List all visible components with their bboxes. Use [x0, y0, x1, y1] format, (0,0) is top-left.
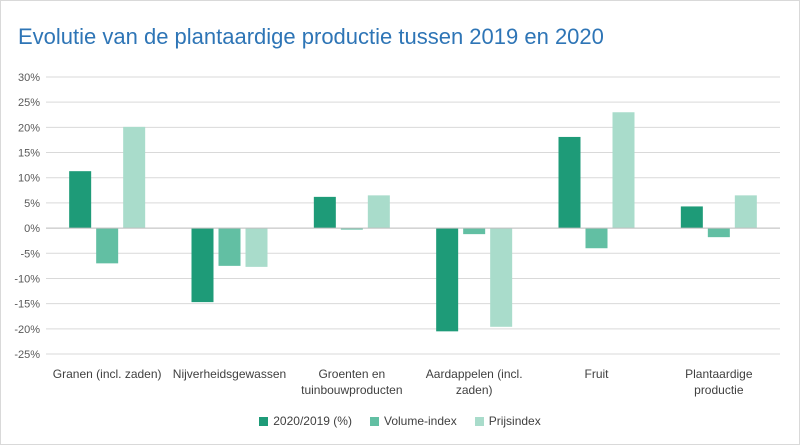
- gridlines: [46, 76, 780, 355]
- legend-item: Prijsindex: [474, 414, 541, 428]
- bar-1-cat-6: [680, 206, 703, 229]
- bar-1-cat-2: [191, 228, 214, 303]
- bar-3-cat-1: [123, 126, 146, 229]
- y-tick-label: -5%: [20, 248, 40, 260]
- y-tick-label: 30%: [18, 72, 40, 84]
- legend-swatch: [369, 416, 379, 426]
- bar-1-cat-3: [313, 196, 336, 229]
- legend-item: Volume-index: [369, 414, 457, 428]
- x-axis-labels: Granen (incl. zaden) Nijverheidsgewassen G…: [53, 367, 753, 397]
- legend: 2020/2019 (%) Volume-index Prijsindex: [0, 414, 800, 428]
- legend-item: 2020/2019 (%): [259, 414, 352, 428]
- bar-3-cat-5: [612, 112, 635, 229]
- x-tick-label: Groenten en tuinbouwproducten: [301, 367, 402, 397]
- legend-label: Volume-index: [383, 414, 457, 428]
- y-tick-label: 15%: [18, 148, 40, 160]
- y-tick-label: 10%: [18, 173, 40, 185]
- bar-3-cat-6: [734, 195, 757, 229]
- bars: [69, 112, 757, 332]
- x-tick-label: Plantaardige productie: [685, 367, 753, 397]
- y-axis-ticks: 30% 25% 20% 15% 10% 5% 0% -5% -10% -15% -20% -25%: [14, 72, 40, 361]
- bar-3-cat-4: [490, 228, 513, 327]
- bar-2-cat-4: [463, 228, 486, 235]
- y-tick-label: -10%: [14, 273, 40, 285]
- y-tick-label: -25%: [14, 349, 40, 361]
- bar-3-cat-2: [245, 228, 268, 267]
- bar-1-cat-5: [558, 136, 581, 229]
- bar-2-cat-1: [96, 228, 119, 264]
- bar-1-cat-4: [436, 228, 459, 332]
- y-tick-label: -15%: [14, 299, 40, 311]
- bar-2-cat-3: [340, 228, 363, 230]
- bar-2-cat-5: [585, 228, 608, 249]
- y-tick-label: 5%: [24, 198, 40, 210]
- bar-1-cat-1: [69, 171, 92, 229]
- legend-swatch: [474, 416, 484, 426]
- x-tick-label: Aardappelen (incl. zaden): [426, 367, 523, 397]
- y-tick-label: 25%: [18, 97, 40, 109]
- bar-2-cat-6: [707, 228, 730, 238]
- y-tick-label: 0%: [24, 223, 40, 235]
- legend-swatch: [259, 416, 269, 426]
- y-tick-label: -20%: [14, 324, 40, 336]
- y-tick-label: 20%: [18, 122, 40, 134]
- legend-label: 2020/2019 (%): [273, 414, 352, 428]
- bar-3-cat-3: [367, 195, 390, 229]
- x-tick-label: Nijverheidsgewassen: [173, 367, 286, 381]
- legend-label: Prijsindex: [488, 414, 541, 428]
- bar-2-cat-2: [218, 228, 241, 266]
- chart-title: Evolutie van de plantaardige productie t…: [18, 24, 604, 49]
- x-tick-label: Fruit: [585, 367, 610, 381]
- x-tick-label: Granen (incl. zaden): [53, 367, 162, 381]
